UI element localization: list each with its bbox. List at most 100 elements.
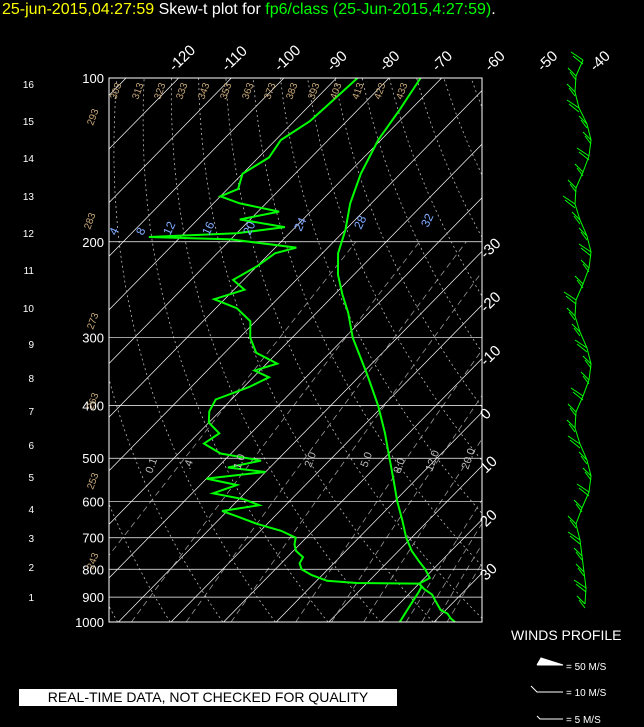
wind-barb-feather (580, 247, 592, 257)
isotherm-line (109, 78, 127, 96)
isotherm-line (275, 411, 482, 622)
wind-barb-feather (580, 231, 588, 241)
dry-adiabat-label: 393 (306, 81, 322, 101)
wind-barb (567, 531, 581, 541)
height-km-label: 9 (28, 340, 34, 351)
dry-adiabat-line (388, 78, 482, 297)
legend-barb-5 (536, 715, 563, 720)
wind-barb (582, 355, 592, 365)
dry-adiabat-line (443, 78, 482, 176)
wind-barb (578, 243, 592, 253)
pressure-tick-label: 500 (82, 451, 104, 466)
pressure-tick-label: 300 (82, 331, 104, 346)
dry-adiabat-label: 273 (85, 311, 101, 331)
mixing-ratio-lower-label: 0.1 (144, 457, 161, 475)
height-km-label: 3 (28, 534, 34, 545)
right-temperature-label: -10 (477, 342, 504, 369)
top-temperature-label: -120 (166, 42, 199, 75)
isotherm-line (118, 250, 482, 622)
dry-adiabat-label: 323 (152, 81, 168, 101)
isotherm-line (433, 572, 482, 622)
legend-10ms: = 10 M/S (566, 688, 607, 699)
plot-area (0, 78, 644, 622)
height-km-label: 6 (28, 441, 34, 452)
wind-barb (571, 323, 581, 333)
dry-adiabat-line (635, 78, 644, 622)
mixing-ratio-lower-label: 1.0 (232, 453, 249, 471)
wind-barb-feather (576, 343, 588, 353)
top-temperature-label: -110 (218, 43, 251, 75)
dewpoint-profile-line (148, 78, 423, 622)
wind-barb (566, 99, 580, 109)
isotherm-line (223, 358, 482, 622)
pressure-tick-label: 700 (82, 531, 104, 546)
mixing-ratio-line (405, 499, 482, 622)
isotherm-lines (0, 78, 482, 622)
dry-adiabat-label: 353 (218, 81, 234, 101)
mixing-ratio-line (421, 522, 482, 622)
wind-barb-feather (584, 471, 592, 481)
mixing-ratio-label: 32 (418, 211, 436, 229)
wind-barb-column (562, 51, 592, 609)
wind-barb (573, 579, 587, 589)
mixing-ratio-line (446, 562, 482, 622)
legend-5ms: = 5 M/S (566, 715, 601, 726)
dry-adiabat-line (580, 78, 644, 622)
wind-barb (578, 115, 588, 125)
height-km-label: 16 (23, 80, 35, 91)
height-km-label: 11 (24, 266, 35, 277)
wind-barb-feather (573, 215, 581, 225)
dry-adiabat-label: 413 (350, 81, 366, 101)
right-temperature-label: 0 (477, 405, 495, 423)
dry-adiabat-line (198, 78, 434, 622)
wind-barb-feather (578, 599, 586, 609)
wind-barb-feather (572, 55, 584, 65)
wind-barb-feather (575, 551, 583, 561)
pressure-tick-label: 400 (82, 399, 104, 414)
top-temperature-label: -80 (376, 48, 403, 75)
wind-barb (571, 211, 581, 221)
right-temperature-label: 20 (477, 507, 501, 531)
isotherm-line (0, 78, 73, 622)
wind-barb (573, 499, 583, 509)
wind-barb (578, 227, 588, 237)
wind-barb (567, 435, 581, 445)
mixing-ratio-line (434, 543, 482, 622)
plot-frame (108, 77, 483, 623)
mixing-ratio-lower-label: .4 (182, 458, 196, 471)
right-temperature-label: -20 (477, 289, 504, 316)
pressure-tick-label: 900 (82, 590, 104, 605)
wind-barb (567, 179, 577, 189)
wind-barb (575, 563, 585, 573)
wind-barb-feather (564, 199, 576, 209)
mixing-ratio-lower-label: 8.0 (392, 457, 409, 475)
axis-labels: 1002003004005006007008009001000161514131… (23, 42, 614, 630)
legend-barb-10 (530, 685, 563, 693)
wind-barb-feather (575, 503, 583, 513)
mixing-ratio-label: 28 (351, 213, 369, 231)
isotherm-line (109, 78, 390, 364)
dry-adiabat-label: 363 (240, 81, 256, 101)
wind-barb (574, 339, 588, 349)
pressure-tick-label: 100 (82, 71, 104, 86)
wind-barb-feather (569, 535, 581, 545)
isotherm-line (170, 304, 482, 622)
dry-adiabat-label: 253 (85, 471, 101, 491)
wind-barb-feather (578, 487, 590, 497)
isotherm-line (328, 465, 482, 622)
height-km-label: 1 (28, 593, 34, 604)
isotherm-line (109, 78, 232, 204)
dry-adiabat-line (109, 377, 224, 622)
height-km-label: 15 (23, 117, 35, 128)
dry-adiabat-line (607, 78, 644, 622)
dry-adiabat-line (553, 78, 644, 622)
dry-adiabat-line (109, 502, 171, 622)
dry-adiabat-line (280, 78, 482, 514)
title-timestamp: 25-jun-2015,04:27:59 (2, 1, 155, 18)
dry-adiabat-label: 303 (108, 81, 124, 101)
pressure-tick-label: 1000 (75, 615, 104, 630)
wind-barb (567, 403, 577, 413)
wind-barb (574, 163, 584, 173)
title-suffix: . (491, 1, 496, 18)
wind-barb (580, 371, 590, 381)
